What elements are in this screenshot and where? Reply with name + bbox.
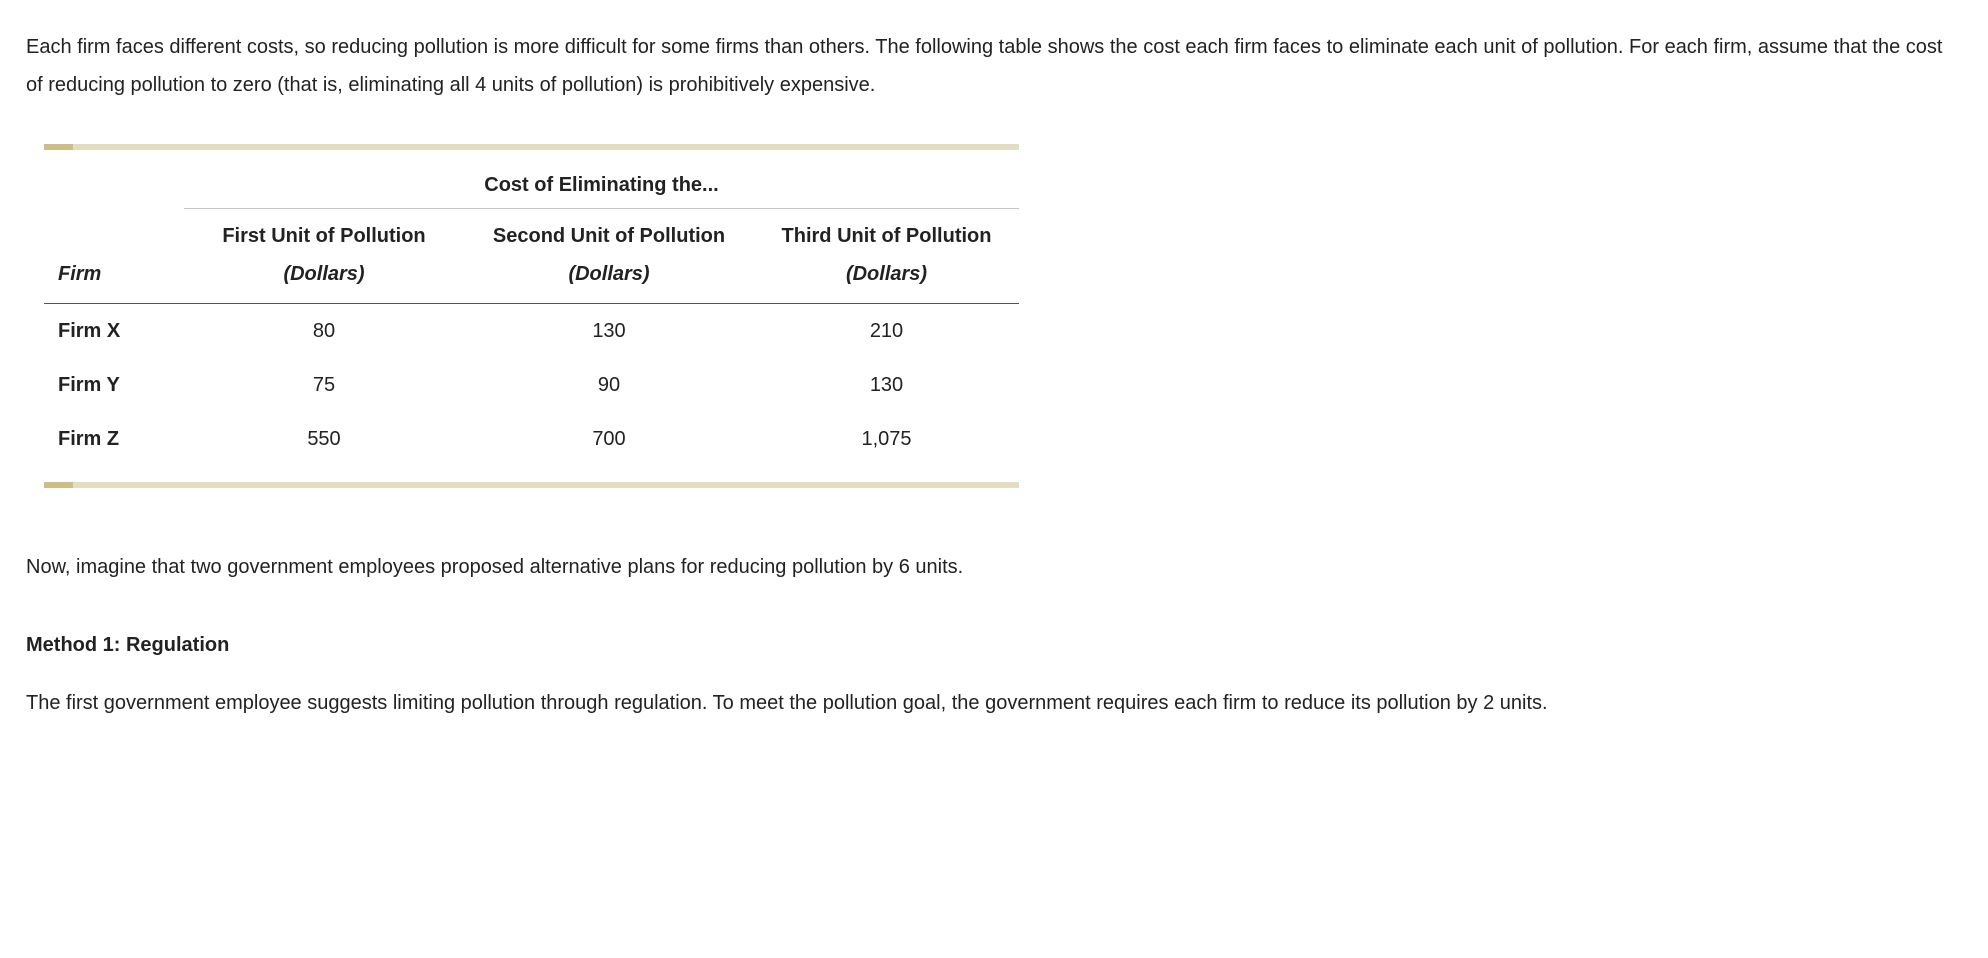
row-header-label: Firm	[44, 255, 184, 304]
table-row: Firm X 80 130 210	[44, 304, 1019, 359]
table-sublabel-row: Firm (Dollars) (Dollars) (Dollars)	[44, 255, 1019, 304]
mid-paragraph: Now, imagine that two government employe…	[26, 548, 1962, 586]
method1-heading: Method 1: Regulation	[26, 626, 1962, 664]
table-unit-header-row: First Unit of Pollution Second Unit of P…	[44, 209, 1019, 256]
cell: 75	[184, 358, 464, 412]
table-span-header-row: Cost of Eliminating the...	[44, 150, 1019, 209]
firm-name: Firm X	[44, 304, 184, 359]
col-sublabel-first: (Dollars)	[184, 255, 464, 304]
cell: 130	[754, 358, 1019, 412]
cell: 80	[184, 304, 464, 359]
table-body-spacer	[44, 466, 1019, 482]
table-bottom-bar	[44, 482, 1019, 488]
col-header-third: Third Unit of Pollution	[754, 209, 1019, 256]
cell: 90	[464, 358, 754, 412]
table-top-bar	[44, 144, 1019, 150]
col-header-second: Second Unit of Pollution	[464, 209, 754, 256]
cost-table-container: Cost of Eliminating the... First Unit of…	[44, 144, 1962, 488]
cell: 210	[754, 304, 1019, 359]
bar-segment-dark	[44, 144, 73, 150]
spanning-header: Cost of Eliminating the...	[184, 150, 1019, 209]
table-row: Firm Z 550 700 1,075	[44, 412, 1019, 466]
cell: 550	[184, 412, 464, 466]
firm-name: Firm Y	[44, 358, 184, 412]
method1-text: The first government employee suggests l…	[26, 684, 1962, 722]
col-sublabel-third: (Dollars)	[754, 255, 1019, 304]
bar-segment-light	[73, 482, 1019, 488]
cell: 1,075	[754, 412, 1019, 466]
firm-name: Firm Z	[44, 412, 184, 466]
col-sublabel-second: (Dollars)	[464, 255, 754, 304]
cost-table: Cost of Eliminating the... First Unit of…	[44, 144, 1019, 488]
cell: 130	[464, 304, 754, 359]
col-header-first: First Unit of Pollution	[184, 209, 464, 256]
intro-paragraph: Each firm faces different costs, so redu…	[26, 28, 1962, 104]
table-row: Firm Y 75 90 130	[44, 358, 1019, 412]
bar-segment-dark	[44, 482, 73, 488]
bar-segment-light	[73, 144, 1019, 150]
cell: 700	[464, 412, 754, 466]
